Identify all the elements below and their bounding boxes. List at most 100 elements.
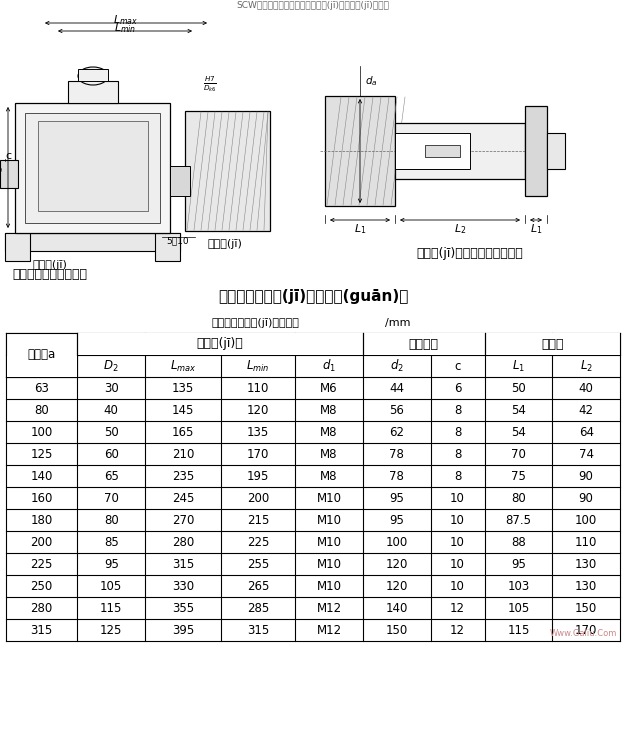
Text: 12: 12 bbox=[450, 602, 465, 614]
Text: 54: 54 bbox=[511, 404, 526, 416]
Text: 150: 150 bbox=[386, 623, 408, 637]
Text: 87.5: 87.5 bbox=[505, 514, 531, 527]
Text: 60: 60 bbox=[104, 448, 119, 460]
Text: 330: 330 bbox=[172, 579, 194, 593]
Text: 10: 10 bbox=[450, 536, 465, 548]
Text: 215: 215 bbox=[247, 514, 269, 527]
Text: 40: 40 bbox=[578, 382, 593, 394]
Text: M12: M12 bbox=[316, 602, 342, 614]
Text: 355: 355 bbox=[172, 602, 194, 614]
Text: 120: 120 bbox=[386, 579, 408, 593]
Text: 180: 180 bbox=[31, 514, 53, 527]
Text: 120: 120 bbox=[386, 557, 408, 571]
Text: 5～10: 5～10 bbox=[167, 236, 189, 245]
Text: 減速器與工作機(jī)的安裝關(guān)系: 減速器與工作機(jī)的安裝關(guān)系 bbox=[218, 288, 408, 304]
Text: 工作機(jī)軸: 工作機(jī)軸 bbox=[197, 337, 244, 350]
Text: M8: M8 bbox=[321, 470, 338, 482]
Text: 95: 95 bbox=[389, 491, 404, 505]
Bar bbox=[155, 233, 180, 261]
Text: 42: 42 bbox=[578, 404, 593, 416]
Text: /mm: /mm bbox=[385, 318, 411, 328]
Text: 135: 135 bbox=[247, 425, 269, 439]
Text: 78: 78 bbox=[389, 448, 404, 460]
Text: 200: 200 bbox=[31, 536, 53, 548]
Text: 80: 80 bbox=[511, 491, 526, 505]
Bar bbox=[68, 81, 118, 103]
Text: 工作機(jī)軸與減速器軸放大圖: 工作機(jī)軸與減速器軸放大圖 bbox=[417, 247, 523, 259]
Text: 225: 225 bbox=[31, 557, 53, 571]
Text: $d_2$: $d_2$ bbox=[390, 358, 404, 374]
Text: 150: 150 bbox=[575, 602, 597, 614]
Text: M8: M8 bbox=[321, 404, 338, 416]
Text: 95: 95 bbox=[389, 514, 404, 527]
Text: Www.Galiu.Com: Www.Galiu.Com bbox=[550, 629, 617, 638]
Bar bbox=[5, 233, 30, 261]
Bar bbox=[170, 166, 190, 196]
Bar bbox=[425, 145, 460, 157]
Text: 70: 70 bbox=[104, 491, 119, 505]
Text: 100: 100 bbox=[575, 514, 597, 527]
Ellipse shape bbox=[78, 67, 108, 85]
Text: M10: M10 bbox=[317, 557, 342, 571]
Text: 減速器與工作安裝圖：: 減速器與工作安裝圖： bbox=[12, 268, 87, 282]
Text: M8: M8 bbox=[321, 425, 338, 439]
Text: 140: 140 bbox=[31, 470, 53, 482]
Text: 40: 40 bbox=[104, 404, 119, 416]
Text: $d_1$: $d_1$ bbox=[322, 358, 336, 374]
Text: SCW型軸裝式圓弧圓柱蝸桿減速機(jī)與工作機(jī)的安裝: SCW型軸裝式圓弧圓柱蝸桿減速機(jī)與工作機(jī)的安裝 bbox=[237, 1, 389, 10]
Text: 105: 105 bbox=[507, 602, 530, 614]
Text: 減速器與工作機(jī)安裝尺寸: 減速器與工作機(jī)安裝尺寸 bbox=[211, 318, 299, 328]
Text: 130: 130 bbox=[575, 579, 597, 593]
Text: 90: 90 bbox=[578, 470, 593, 482]
Text: 95: 95 bbox=[511, 557, 526, 571]
Text: 103: 103 bbox=[507, 579, 530, 593]
Text: 120: 120 bbox=[247, 404, 269, 416]
Text: 64: 64 bbox=[578, 425, 593, 439]
Text: M12: M12 bbox=[316, 623, 342, 637]
Text: $d_a$: $d_a$ bbox=[0, 161, 3, 175]
Text: 135: 135 bbox=[172, 382, 194, 394]
Bar bbox=[5, 233, 180, 251]
Text: 145: 145 bbox=[172, 404, 195, 416]
Text: 130: 130 bbox=[575, 557, 597, 571]
Text: 160: 160 bbox=[31, 491, 53, 505]
Text: 100: 100 bbox=[386, 536, 408, 548]
Bar bbox=[325, 96, 395, 206]
Text: $L_1$: $L_1$ bbox=[354, 222, 366, 236]
Text: 62: 62 bbox=[389, 425, 404, 439]
Text: 8: 8 bbox=[454, 404, 461, 416]
Text: M10: M10 bbox=[317, 514, 342, 527]
Bar bbox=[185, 111, 270, 231]
Text: 315: 315 bbox=[172, 557, 194, 571]
Text: 125: 125 bbox=[31, 448, 53, 460]
Text: M10: M10 bbox=[317, 536, 342, 548]
Text: 235: 235 bbox=[172, 470, 194, 482]
Bar bbox=[6, 356, 77, 376]
Text: 74: 74 bbox=[578, 448, 593, 460]
Text: $L_{max}$: $L_{max}$ bbox=[170, 359, 197, 373]
Text: 125: 125 bbox=[100, 623, 123, 637]
Text: 10: 10 bbox=[450, 514, 465, 527]
Text: 105: 105 bbox=[100, 579, 122, 593]
Text: M10: M10 bbox=[317, 579, 342, 593]
Text: 44: 44 bbox=[389, 382, 404, 394]
Text: 減速機(jī): 減速機(jī) bbox=[33, 260, 68, 270]
Text: 85: 85 bbox=[104, 536, 118, 548]
Text: 88: 88 bbox=[511, 536, 526, 548]
Text: $L_1$: $L_1$ bbox=[530, 222, 542, 236]
Text: 65: 65 bbox=[104, 470, 119, 482]
Text: 110: 110 bbox=[575, 536, 597, 548]
Text: 200: 200 bbox=[247, 491, 269, 505]
Text: 75: 75 bbox=[511, 470, 526, 482]
Text: 12: 12 bbox=[450, 623, 465, 637]
Text: 210: 210 bbox=[172, 448, 195, 460]
Bar bbox=[485, 333, 620, 355]
Text: $d_a$: $d_a$ bbox=[365, 74, 377, 88]
Text: $D_2$: $D_2$ bbox=[103, 359, 119, 373]
Bar bbox=[395, 133, 470, 169]
Text: 280: 280 bbox=[31, 602, 53, 614]
Bar bbox=[38, 121, 148, 211]
Text: 90: 90 bbox=[578, 491, 593, 505]
Text: c: c bbox=[454, 359, 461, 373]
Text: $L_2$: $L_2$ bbox=[454, 222, 466, 236]
